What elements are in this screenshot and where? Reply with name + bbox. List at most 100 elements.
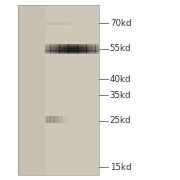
Bar — [82, 48, 83, 49]
Bar — [58, 50, 60, 51]
Bar — [66, 46, 67, 47]
Bar — [61, 51, 62, 52]
Bar — [85, 48, 86, 49]
Bar — [69, 22, 70, 25]
Bar — [55, 50, 56, 51]
Bar — [70, 52, 71, 53]
Bar — [76, 22, 78, 25]
Bar — [45, 51, 46, 52]
Bar — [45, 116, 46, 123]
Bar — [49, 47, 50, 48]
Bar — [83, 48, 84, 49]
Bar — [79, 49, 80, 50]
Bar — [84, 50, 85, 51]
Bar — [45, 49, 46, 50]
Bar — [68, 46, 69, 47]
Bar — [95, 47, 96, 48]
Bar — [67, 53, 68, 54]
Bar — [51, 46, 52, 47]
Bar — [64, 53, 65, 54]
Bar — [47, 52, 48, 53]
Bar — [77, 46, 78, 47]
Bar — [64, 52, 65, 53]
Bar — [62, 45, 63, 46]
Bar — [71, 49, 72, 50]
Bar — [73, 52, 74, 53]
Bar — [92, 53, 93, 54]
Bar — [55, 116, 56, 123]
Bar — [66, 116, 67, 123]
Bar — [80, 52, 81, 53]
Bar — [64, 44, 65, 45]
Bar — [60, 48, 61, 49]
Bar — [95, 46, 96, 47]
Bar — [68, 51, 69, 52]
Bar — [48, 44, 49, 45]
Bar — [85, 52, 86, 53]
Bar — [97, 47, 98, 48]
Bar — [93, 52, 94, 53]
Bar — [50, 45, 51, 46]
Bar — [83, 44, 84, 45]
Bar — [56, 45, 57, 46]
Bar — [58, 50, 60, 51]
Bar — [61, 46, 62, 47]
Bar — [75, 49, 76, 50]
Bar — [87, 52, 88, 53]
Bar — [66, 50, 67, 51]
Bar — [82, 50, 83, 51]
Bar — [73, 46, 74, 47]
Bar — [83, 46, 84, 47]
Bar — [81, 47, 82, 48]
Bar — [59, 53, 60, 54]
Bar — [68, 47, 69, 48]
Bar — [75, 22, 76, 25]
Bar — [74, 53, 75, 54]
Bar — [49, 51, 50, 52]
Bar — [65, 46, 66, 47]
Bar — [64, 46, 65, 47]
Bar — [65, 48, 66, 49]
Bar — [94, 49, 95, 50]
Bar — [69, 44, 70, 45]
Bar — [82, 49, 83, 50]
Bar — [57, 52, 58, 53]
Bar — [91, 48, 92, 49]
Bar — [69, 49, 70, 50]
Bar — [77, 51, 78, 52]
Bar — [79, 46, 80, 47]
Bar — [61, 46, 62, 47]
Bar — [62, 44, 63, 45]
Bar — [80, 49, 81, 50]
Bar — [58, 51, 60, 52]
Bar — [74, 50, 75, 51]
Bar — [79, 44, 80, 45]
Bar — [55, 51, 56, 52]
Bar — [59, 22, 60, 25]
Bar — [85, 45, 86, 46]
Bar — [64, 116, 65, 123]
Bar — [50, 46, 51, 47]
Bar — [91, 46, 92, 47]
Bar — [67, 52, 68, 53]
Bar — [18, 5, 99, 175]
Bar — [52, 52, 53, 53]
Bar — [55, 49, 56, 50]
Bar — [81, 46, 82, 47]
Bar — [73, 51, 74, 52]
Bar — [84, 52, 85, 53]
Bar — [72, 48, 73, 49]
Bar — [83, 49, 84, 50]
Bar — [76, 52, 78, 53]
Bar — [72, 44, 73, 45]
Bar — [88, 46, 89, 47]
Bar — [95, 44, 96, 45]
Bar — [52, 49, 53, 50]
Bar — [78, 52, 79, 53]
Bar — [70, 46, 71, 47]
Bar — [96, 50, 97, 51]
Bar — [49, 46, 50, 47]
Bar — [46, 51, 47, 52]
Bar — [81, 46, 82, 47]
Bar — [96, 46, 97, 47]
